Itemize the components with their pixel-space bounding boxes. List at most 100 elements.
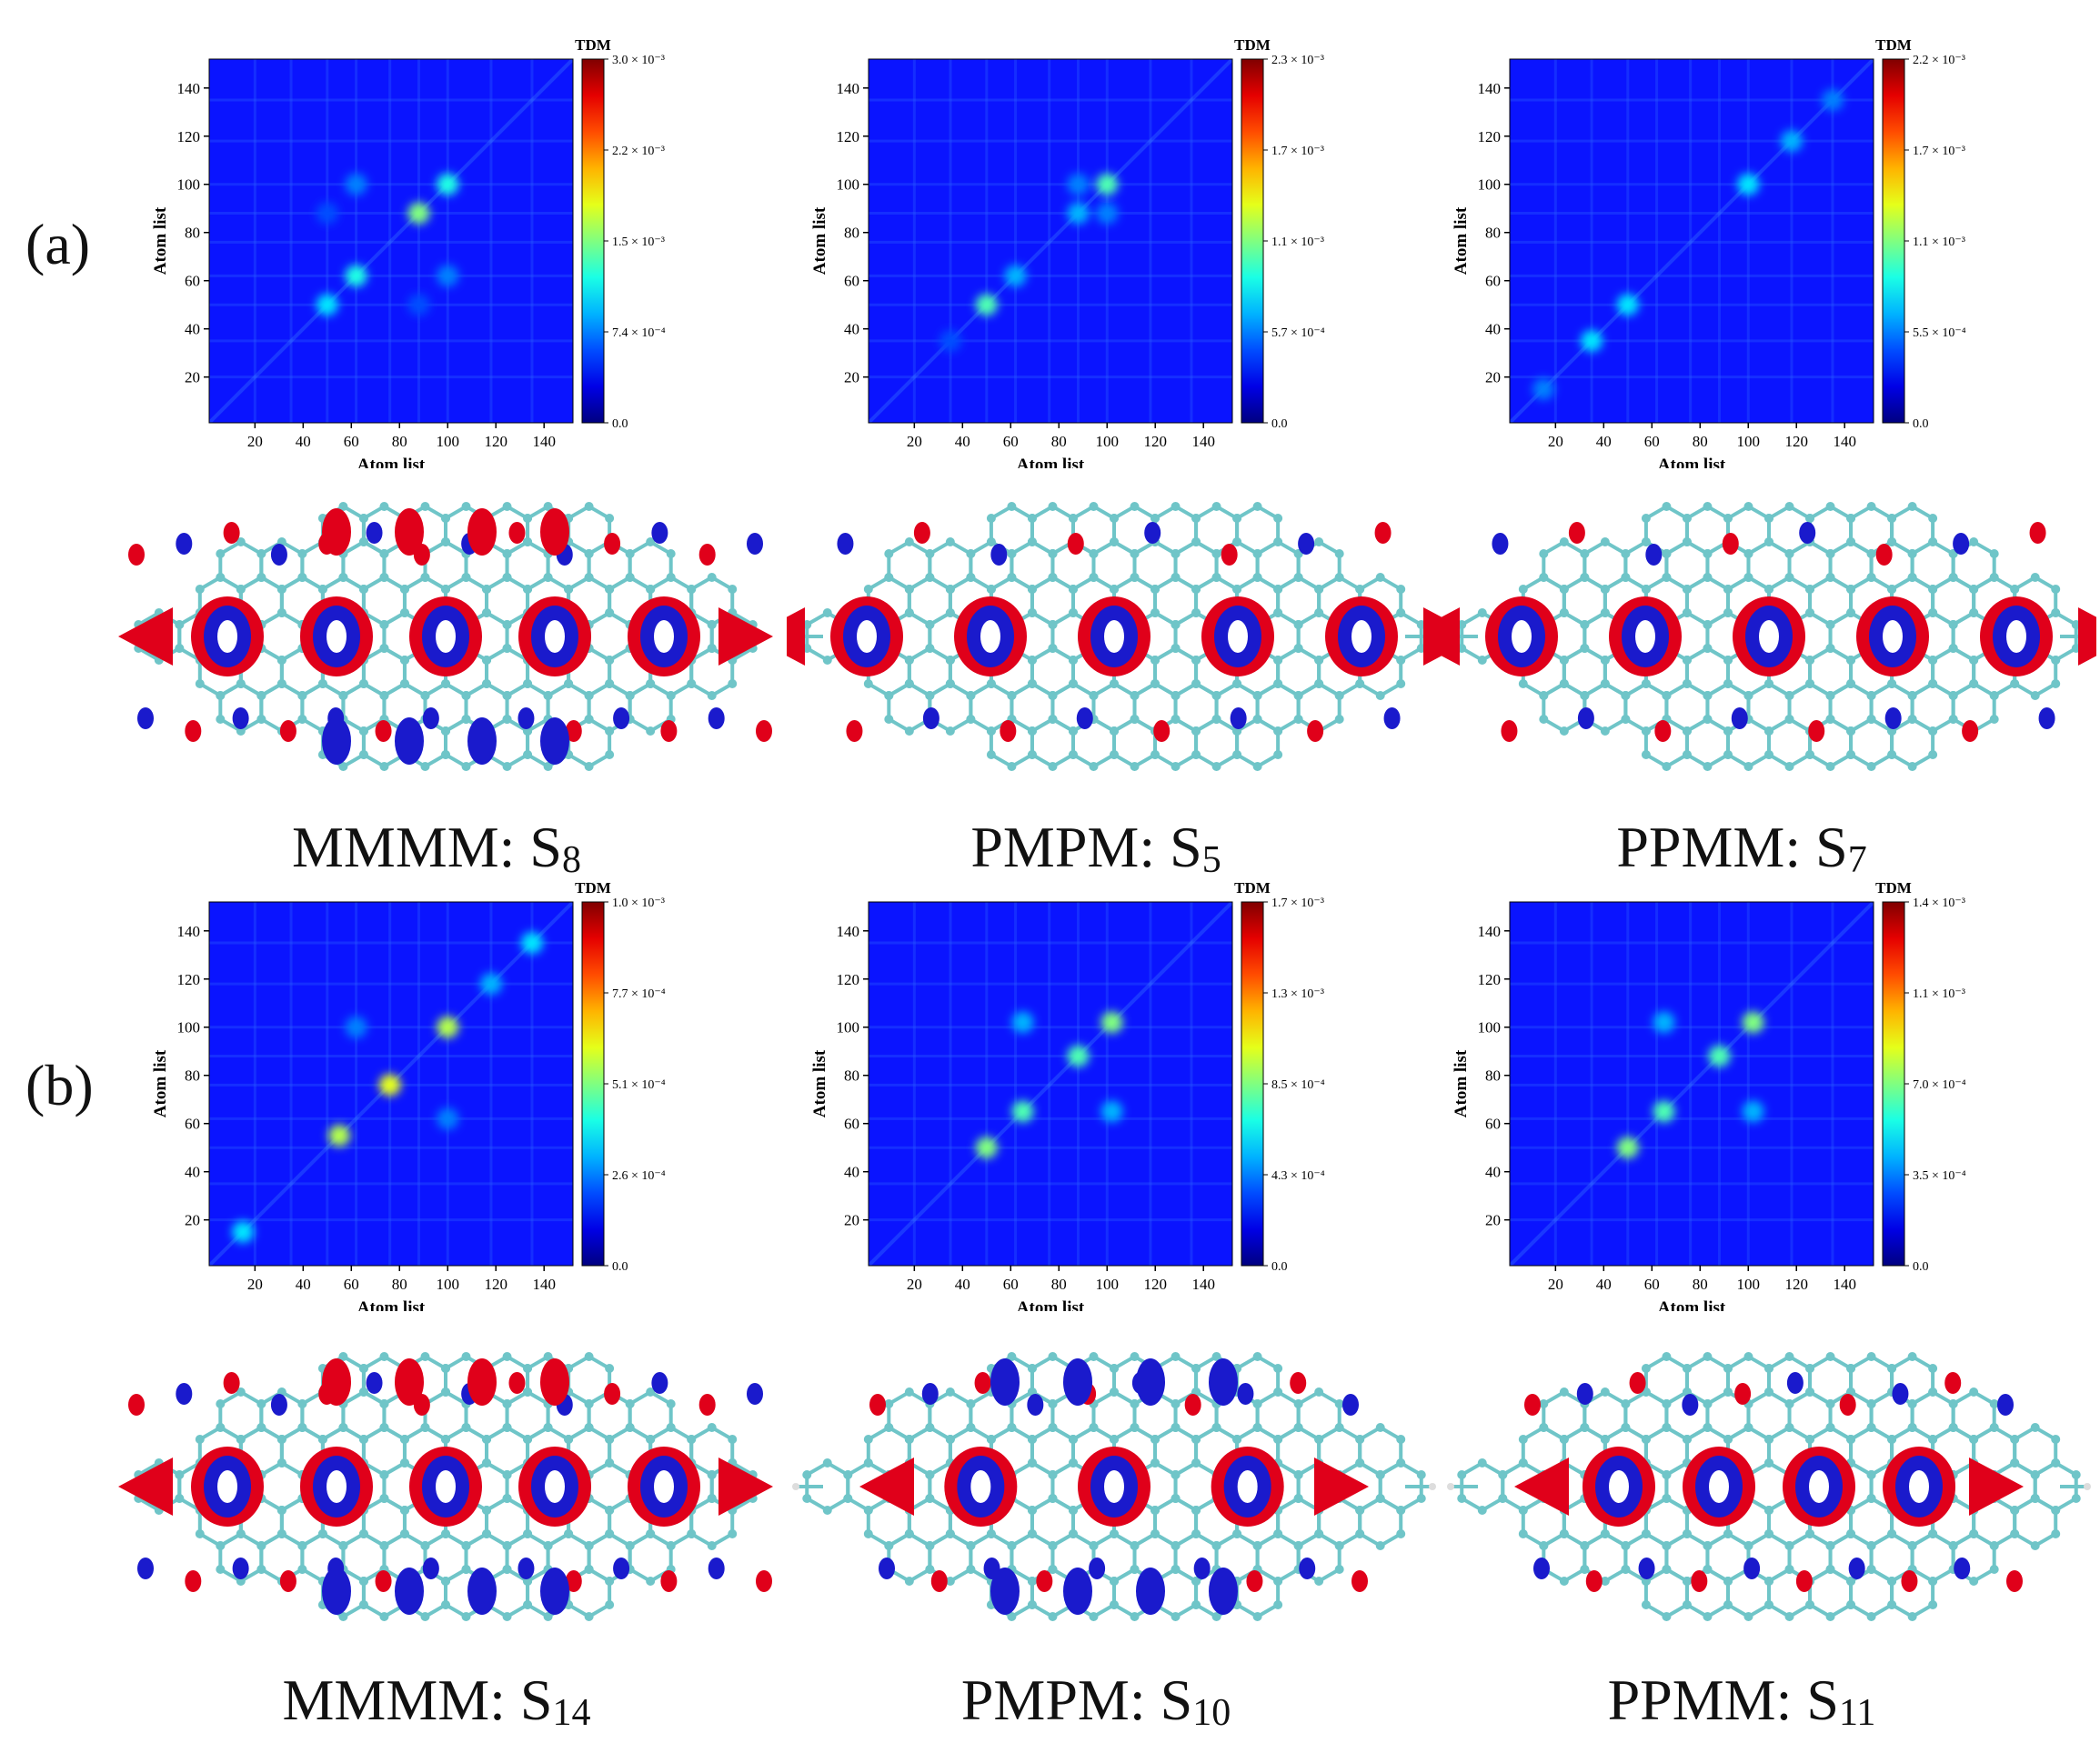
atom — [1743, 1423, 1753, 1432]
atom — [175, 620, 185, 629]
atom — [502, 549, 512, 558]
plot-frame — [1509, 901, 1874, 1267]
lobe-negative — [270, 1394, 287, 1416]
x-tick-label: 20 — [247, 1276, 263, 1293]
atom — [1007, 1541, 1017, 1550]
atom — [1273, 514, 1283, 523]
colorbar — [1882, 58, 1905, 424]
atom — [1723, 1577, 1733, 1586]
atom — [1110, 514, 1119, 523]
atom — [1539, 573, 1549, 582]
x-tick-label: 100 — [1737, 433, 1761, 450]
atom — [1150, 750, 1161, 759]
atom — [317, 1529, 327, 1538]
atom — [1130, 1612, 1140, 1621]
atom — [1211, 1423, 1221, 1432]
atom — [822, 608, 832, 617]
atom — [1662, 1565, 1672, 1574]
lobe-node — [217, 1470, 237, 1503]
atom — [945, 726, 955, 736]
atom — [399, 608, 409, 617]
atom — [1907, 1541, 1917, 1550]
atom — [1539, 1423, 1549, 1432]
atom — [1498, 1470, 1508, 1479]
heatmap-diagonal — [869, 59, 1232, 423]
colorbar-title: TDM — [575, 879, 611, 897]
x-tick-label: 20 — [247, 433, 263, 450]
lobe-negative — [366, 1372, 383, 1394]
atom — [904, 537, 914, 546]
atom — [1805, 1435, 1815, 1444]
atom — [1600, 585, 1610, 594]
heatmap-hotspot — [1100, 1011, 1123, 1034]
atom — [884, 1541, 894, 1550]
atom — [358, 1600, 368, 1609]
atom — [1764, 1577, 1773, 1586]
atom — [1048, 1565, 1058, 1574]
atom — [986, 1529, 996, 1538]
atom — [2010, 1458, 2020, 1468]
y-axis-label: Atom list — [810, 1049, 829, 1117]
atom — [863, 1458, 873, 1468]
x-tick-label: 120 — [484, 433, 507, 450]
atom — [1825, 573, 1835, 582]
atom — [1211, 573, 1221, 582]
atom — [1600, 1529, 1610, 1538]
caption-name: MMMM — [282, 1668, 490, 1732]
bond-ring — [1358, 1496, 1403, 1548]
colorbar-tick-label: 1.7 × 10⁻³ — [1913, 145, 1965, 158]
atom — [502, 620, 512, 629]
atom — [1723, 514, 1733, 523]
atom — [966, 1541, 976, 1550]
atom — [195, 679, 205, 688]
atom — [1580, 1541, 1590, 1550]
heatmap-background — [1510, 902, 1874, 1266]
caption-name: PPMM — [1607, 1668, 1776, 1732]
atom — [1314, 537, 1324, 546]
atom — [1191, 585, 1201, 594]
atom — [1825, 644, 1835, 653]
lobe-positive — [787, 607, 805, 666]
lobe-negative — [395, 717, 424, 765]
atom — [2071, 1494, 2081, 1503]
atom — [523, 514, 533, 523]
x-tick-label: 40 — [955, 1276, 970, 1293]
y-tick-label: 100 — [1478, 176, 1502, 194]
atom — [1007, 1612, 1017, 1621]
atom — [1171, 1399, 1181, 1408]
atom — [646, 1529, 656, 1538]
atom — [420, 1423, 430, 1432]
atom — [564, 1529, 574, 1538]
y-tick-label: 20 — [844, 1212, 859, 1229]
atom — [1110, 750, 1119, 759]
atom — [1232, 537, 1242, 546]
lobe-negative — [422, 707, 439, 729]
atom — [1887, 750, 1897, 759]
atom — [625, 1423, 635, 1432]
atom — [1068, 1458, 1078, 1468]
lobe-positive — [660, 1570, 678, 1592]
atom — [605, 1458, 615, 1468]
atom — [297, 1399, 307, 1408]
atom — [1498, 1494, 1508, 1503]
atom — [1723, 1364, 1733, 1373]
lobe-negative — [1027, 1394, 1044, 1416]
atom — [1948, 691, 1958, 700]
atom — [728, 585, 738, 594]
lobe-node — [1883, 620, 1903, 653]
lobe-positive — [1290, 1372, 1307, 1394]
lobe-node — [654, 1470, 674, 1503]
atom — [1784, 549, 1794, 558]
caption-state: S — [1170, 815, 1202, 879]
atom — [2051, 679, 2061, 688]
atom — [543, 1423, 553, 1432]
atom — [1068, 514, 1078, 523]
atom — [1068, 726, 1078, 736]
lobe-positive — [1184, 1394, 1201, 1416]
heatmap-hotspot — [345, 265, 367, 287]
lobe-negative — [1136, 1358, 1165, 1406]
atom — [1559, 1387, 1569, 1397]
lobe-positive — [604, 1383, 621, 1405]
atom — [1846, 1364, 1856, 1373]
atom — [1866, 1423, 1876, 1432]
